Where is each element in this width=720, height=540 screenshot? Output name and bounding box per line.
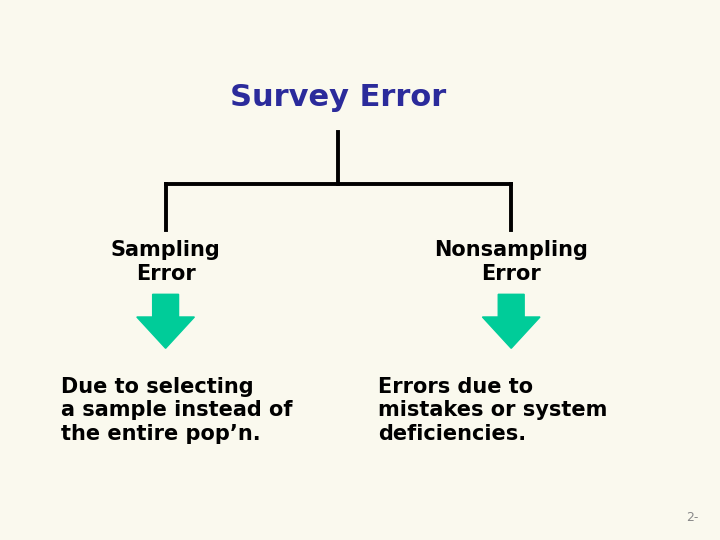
Text: Sampling
Error: Sampling Error [111,240,220,284]
Text: Errors due to
mistakes or system
deficiencies.: Errors due to mistakes or system deficie… [378,377,608,443]
Text: Due to selecting
a sample instead of
the entire pop’n.: Due to selecting a sample instead of the… [61,377,293,443]
Text: Survey Error: Survey Error [230,83,446,112]
Polygon shape [482,294,540,348]
Text: Nonsampling
Error: Nonsampling Error [434,240,588,284]
Text: 2-: 2- [686,511,698,524]
Polygon shape [137,294,194,348]
